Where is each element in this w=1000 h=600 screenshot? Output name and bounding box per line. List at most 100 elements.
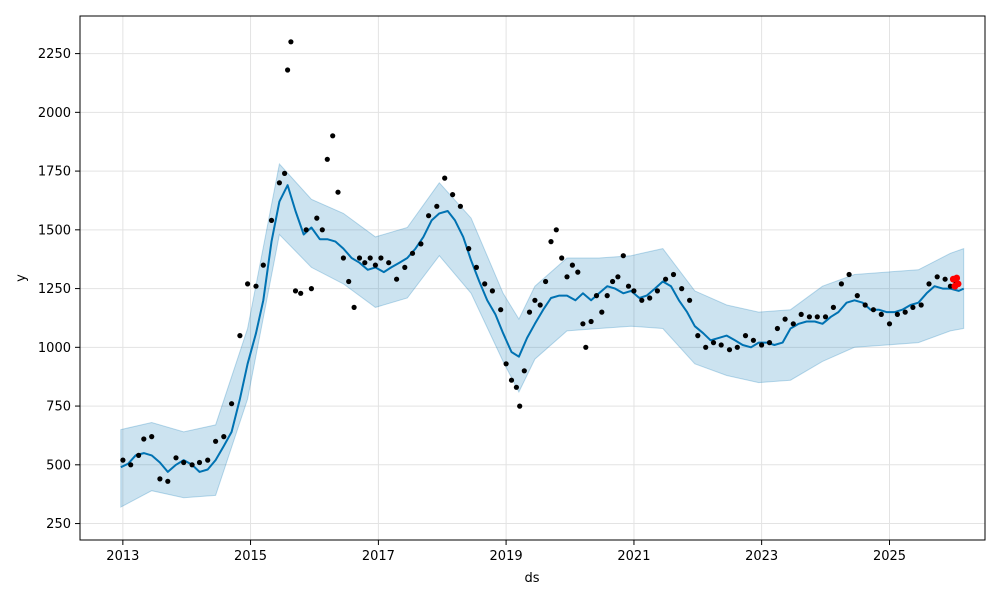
observed-point xyxy=(718,342,724,348)
observed-point xyxy=(798,311,804,317)
observed-point xyxy=(580,321,586,327)
observed-point xyxy=(734,344,740,350)
observed-point xyxy=(308,286,314,292)
observed-point xyxy=(894,311,901,317)
observed-point xyxy=(774,325,781,332)
observed-point xyxy=(298,290,304,296)
observed-point xyxy=(260,262,266,268)
observed-point xyxy=(409,250,416,256)
observed-point xyxy=(631,288,637,294)
observed-point xyxy=(553,227,559,233)
observed-point xyxy=(750,337,757,343)
observed-point xyxy=(351,304,357,310)
observed-point xyxy=(599,309,605,315)
x-tick-label: 2023 xyxy=(745,549,778,564)
observed-point xyxy=(245,281,251,287)
observed-point xyxy=(173,455,179,461)
observed-point xyxy=(330,133,336,139)
observed-point xyxy=(136,452,142,458)
observed-point xyxy=(253,283,259,289)
uncertainty-band-area xyxy=(120,162,965,508)
observed-point xyxy=(149,434,155,440)
observed-point xyxy=(189,462,195,468)
observed-point xyxy=(285,67,291,73)
observed-point xyxy=(604,293,610,299)
y-tick-label: 2000 xyxy=(38,106,71,121)
observed-point xyxy=(426,213,432,219)
observed-point xyxy=(324,156,330,162)
observed-point xyxy=(367,255,373,261)
observed-point xyxy=(726,347,733,353)
observed-point xyxy=(593,293,600,299)
y-tick-label: 1250 xyxy=(38,282,71,297)
observed-point xyxy=(862,302,868,308)
y-tick-label: 250 xyxy=(46,517,71,532)
observed-point xyxy=(670,271,677,278)
observed-point xyxy=(442,175,448,181)
observed-point xyxy=(710,340,717,346)
observed-point xyxy=(569,262,576,268)
x-tick-label: 2017 xyxy=(362,549,395,564)
observed-point xyxy=(695,333,701,339)
observed-point xyxy=(434,203,440,209)
observed-point xyxy=(703,344,709,350)
recent-point xyxy=(954,280,962,288)
observed-point xyxy=(575,269,581,275)
observed-point xyxy=(372,262,378,268)
observed-point xyxy=(141,436,147,442)
observed-point xyxy=(229,401,235,407)
observed-point xyxy=(157,476,163,482)
y-tick-label: 500 xyxy=(46,458,71,473)
observed-point xyxy=(942,276,948,282)
observed-point xyxy=(647,295,653,301)
observed-point xyxy=(742,333,749,339)
observed-point xyxy=(292,288,299,294)
observed-point xyxy=(902,309,908,315)
observed-point xyxy=(679,286,685,292)
observed-point xyxy=(128,462,134,468)
observed-point xyxy=(543,278,549,285)
observed-point xyxy=(517,403,523,409)
observed-point xyxy=(814,314,820,320)
observed-point xyxy=(319,227,325,233)
plot-area xyxy=(79,15,986,541)
x-tick-label: 2019 xyxy=(490,549,523,564)
observed-point xyxy=(314,215,320,221)
observed-point xyxy=(386,260,392,266)
uncertainty-band xyxy=(120,162,965,508)
observed-point xyxy=(508,377,515,383)
observed-point xyxy=(934,274,940,280)
observed-point xyxy=(196,459,203,466)
observed-point xyxy=(521,368,527,374)
observed-point xyxy=(759,342,765,348)
observed-point xyxy=(378,255,384,261)
observed-point xyxy=(498,307,504,313)
x-tick-label: 2013 xyxy=(106,549,139,564)
observed-point xyxy=(766,340,773,346)
observed-point xyxy=(878,311,884,317)
y-axis-label: y xyxy=(14,274,29,282)
x-tick-label: 2021 xyxy=(617,549,650,564)
y-tick-label: 1750 xyxy=(38,165,71,180)
observed-point xyxy=(362,260,368,266)
observed-points xyxy=(120,39,962,484)
observed-point xyxy=(213,438,219,444)
y-tick-label: 750 xyxy=(46,400,71,415)
forecast-line xyxy=(120,184,965,473)
observed-point xyxy=(588,318,594,325)
observed-point xyxy=(526,309,533,315)
observed-point xyxy=(346,278,352,285)
observed-point xyxy=(457,203,463,209)
plot-background xyxy=(80,16,985,540)
observed-point xyxy=(654,288,661,294)
observed-point xyxy=(288,39,294,45)
observed-point xyxy=(303,227,309,233)
observed-point xyxy=(926,281,932,287)
observed-point xyxy=(583,344,589,350)
y-axis: 250 500 750 1000 1250 1500 1750 2000 2250 xyxy=(38,47,80,532)
observed-point xyxy=(181,459,187,466)
observed-point xyxy=(466,246,472,252)
observed-point xyxy=(482,281,488,287)
forecast-line-path xyxy=(120,184,965,473)
observed-point xyxy=(120,457,126,463)
